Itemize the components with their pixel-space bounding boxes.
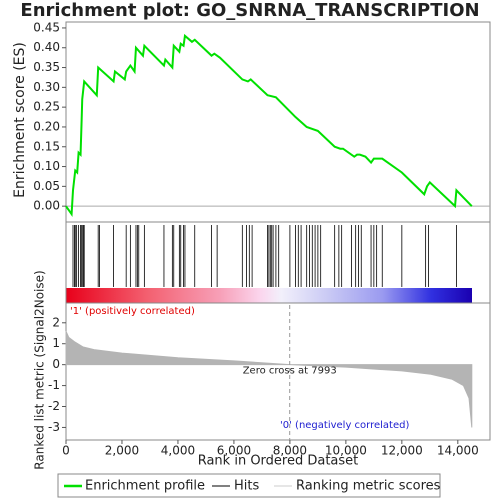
y-axis-label: Ranked list metric (Signal2Noise) [33,270,47,469]
metric-frame [65,302,491,441]
y-tick-label: 0.35 [33,60,60,74]
color-bar [66,288,472,303]
x-tick-label: 4,000 [161,444,195,458]
x-tick-label: 6,000 [217,444,251,458]
legend-label: Hits [234,479,259,494]
y-tick-label: 1 [52,336,60,350]
x-tick-label: 10,000 [325,444,367,458]
y-tick-label: 0.05 [33,179,60,193]
positive-label: '1' (positively correlated) [70,306,195,317]
enrichment-line [65,33,473,217]
x-tick-label: 0 [62,444,70,458]
y-tick-label: 0 [52,357,60,371]
y-tick-label: -3 [48,420,60,434]
y-tick-label: 0.40 [33,40,60,54]
zero-cross-label: Zero cross at 7993 [243,366,337,377]
x-tick-label: 2,000 [105,444,139,458]
legend-label: Ranking metric scores [296,479,441,494]
y-tick-label: -2 [48,399,60,413]
y-tick-label: 0.20 [33,119,60,133]
x-tick-label: 8,000 [273,444,307,458]
negative-label: '0' (negatively correlated) [280,420,409,431]
x-tick-label: 14,000 [437,444,479,458]
y-tick-label: 2 [52,315,60,329]
y-tick-label: 0.15 [33,139,60,153]
x-axis-label: Rank in Ordered Dataset [198,454,359,469]
legend-box [57,473,441,498]
chart-title: Enrichment plot: GO_SNRNA_TRANSCRIPTION [20,0,479,21]
x-tick-label: 12,000 [381,444,423,458]
y-tick-label: 0.25 [33,100,60,114]
y-tick-label: -1 [48,378,60,392]
y-axis-label: Enrichment score (ES) [12,42,28,198]
y-tick-label: 0.45 [33,20,60,34]
y-tick-label: 0.00 [33,199,60,213]
y-tick-label: 0.30 [33,80,60,94]
legend: Enrichment profile Hits Ranking metric s… [57,473,441,498]
legend-label: Enrichment profile [85,479,205,494]
y-tick-label: 0.10 [33,159,60,173]
metric-area [65,330,473,428]
